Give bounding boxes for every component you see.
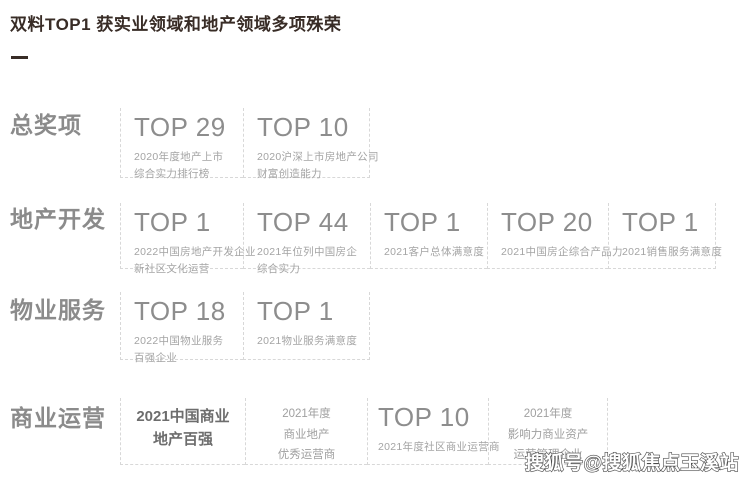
award-desc-line: 2021年度	[282, 408, 331, 420]
award-desc-line: 商业地产	[283, 428, 330, 441]
award-desc: 2021销售服务满意度	[622, 244, 723, 261]
award-cell: 2021中国商业 地产百强	[120, 398, 245, 465]
award-rank: TOP 44	[257, 207, 349, 237]
award-desc-line: 2022中国房地产开发企业	[134, 245, 256, 258]
award-desc-line: 2021年位列中国房企	[257, 245, 358, 258]
award-rank: TOP 29	[134, 112, 226, 142]
award-rank: TOP 10	[257, 112, 349, 142]
award-rank: TOP 1	[257, 296, 334, 326]
award-cell: 2021年度 商业地产 优秀运营商	[245, 398, 367, 465]
award-cell: TOP 20 2021中国房企综合产品力	[487, 203, 623, 269]
award-desc: 2021年度社区商业运营商	[378, 439, 500, 456]
award-rank: TOP 1	[622, 207, 699, 237]
row-label-development: 地产开发	[10, 206, 106, 232]
award-desc: 2022中国房地产开发企业 新社区文化运营	[134, 244, 256, 279]
awards-row-commercial: 2021中国商业 地产百强 2021年度 商业地产 优秀运营商 TOP 10 2…	[120, 398, 608, 465]
award-desc-line: 综合实力排行榜	[134, 167, 210, 180]
page-title: 双料TOP1 获实业领域和地产领域多项殊荣	[10, 15, 342, 34]
award-highlight-line: 2021中国商业	[136, 408, 230, 425]
award-cell: TOP 10 2021年度社区商业运营商	[367, 398, 500, 465]
award-desc: 2020沪深上市房地产公司 财富创造能力	[257, 149, 379, 184]
award-desc: 2021物业服务满意度	[257, 333, 365, 350]
award-cell: TOP 10 2020沪深上市房地产公司 财富创造能力	[243, 108, 378, 180]
award-cell: TOP 1 2021客户总体满意度	[370, 203, 487, 269]
award-cell: TOP 44 2021年位列中国房企 综合实力	[243, 203, 370, 275]
award-cell: TOP 1 2021物业服务满意度	[243, 292, 370, 360]
award-desc-line: 2021年度	[523, 408, 573, 420]
award-desc-line: 2021销售服务满意度	[622, 245, 723, 258]
award-rank: TOP 18	[134, 296, 226, 326]
award-rank: TOP 1	[384, 207, 461, 237]
award-desc: 2022中国物业服务 百强企业	[134, 333, 239, 368]
award-cell: 2021年度 影响力商业资产 运营管理企业	[488, 398, 608, 465]
award-desc-line: 2021中国房企综合产品力	[501, 245, 623, 258]
award-desc-line: 财富创造能力	[257, 167, 322, 180]
row-label-total-awards: 总奖项	[10, 112, 82, 138]
award-desc: 2021年位列中国房企 综合实力	[257, 244, 366, 279]
award-desc-line: 优秀运营商	[277, 449, 336, 462]
award-desc-line: 百强企业	[134, 351, 178, 364]
award-desc-line: 2022中国物业服务	[134, 334, 224, 347]
awards-row-development: TOP 1 2022中国房地产开发企业 新社区文化运营 TOP 44 2021年…	[120, 203, 723, 275]
award-cell: TOP 1 2022中国房地产开发企业 新社区文化运营	[120, 203, 255, 275]
award-desc-line: 综合实力	[257, 262, 301, 275]
award-highlight-line: 地产百强	[152, 430, 213, 448]
award-desc-line: 影响力商业资产	[507, 428, 589, 441]
award-desc: 2021客户总体满意度	[384, 244, 485, 261]
award-desc-line: 2020沪深上市房地产公司	[257, 150, 379, 163]
award-desc: 2021中国房企综合产品力	[501, 244, 623, 261]
award-rank: TOP 1	[134, 207, 211, 237]
award-cell: TOP 1 2021销售服务满意度	[608, 203, 723, 269]
award-desc-line: 运营管理企业	[513, 449, 583, 462]
award-desc-line: 新社区文化运营	[134, 262, 210, 275]
award-rank: TOP 20	[501, 207, 593, 237]
award-desc-line: 2021年度社区商业运营商	[378, 440, 500, 453]
awards-row-total: TOP 29 2020年度地产上市 综合实力排行榜 TOP 10 2020沪深上…	[120, 108, 378, 180]
row-label-commercial-operation: 商业运营	[10, 405, 106, 431]
award-cell: TOP 18 2022中国物业服务 百强企业	[120, 292, 243, 364]
awards-row-property: TOP 18 2022中国物业服务 百强企业 TOP 1 2021物业服务满意度	[120, 292, 370, 364]
award-desc-line: 2021物业服务满意度	[257, 334, 358, 347]
award-desc-line: 2021客户总体满意度	[384, 245, 485, 258]
award-rank: TOP 10	[378, 402, 470, 432]
row-label-property-service: 物业服务	[10, 297, 106, 323]
award-desc-line: 2020年度地产上市	[134, 150, 224, 163]
sohu-watermark: 搜狐号@搜狐焦点玉溪站	[524, 452, 739, 474]
award-desc: 2020年度地产上市 综合实力排行榜	[134, 149, 239, 184]
title-underline-dash	[11, 56, 28, 59]
award-cell: TOP 29 2020年度地产上市 综合实力排行榜	[120, 108, 243, 180]
